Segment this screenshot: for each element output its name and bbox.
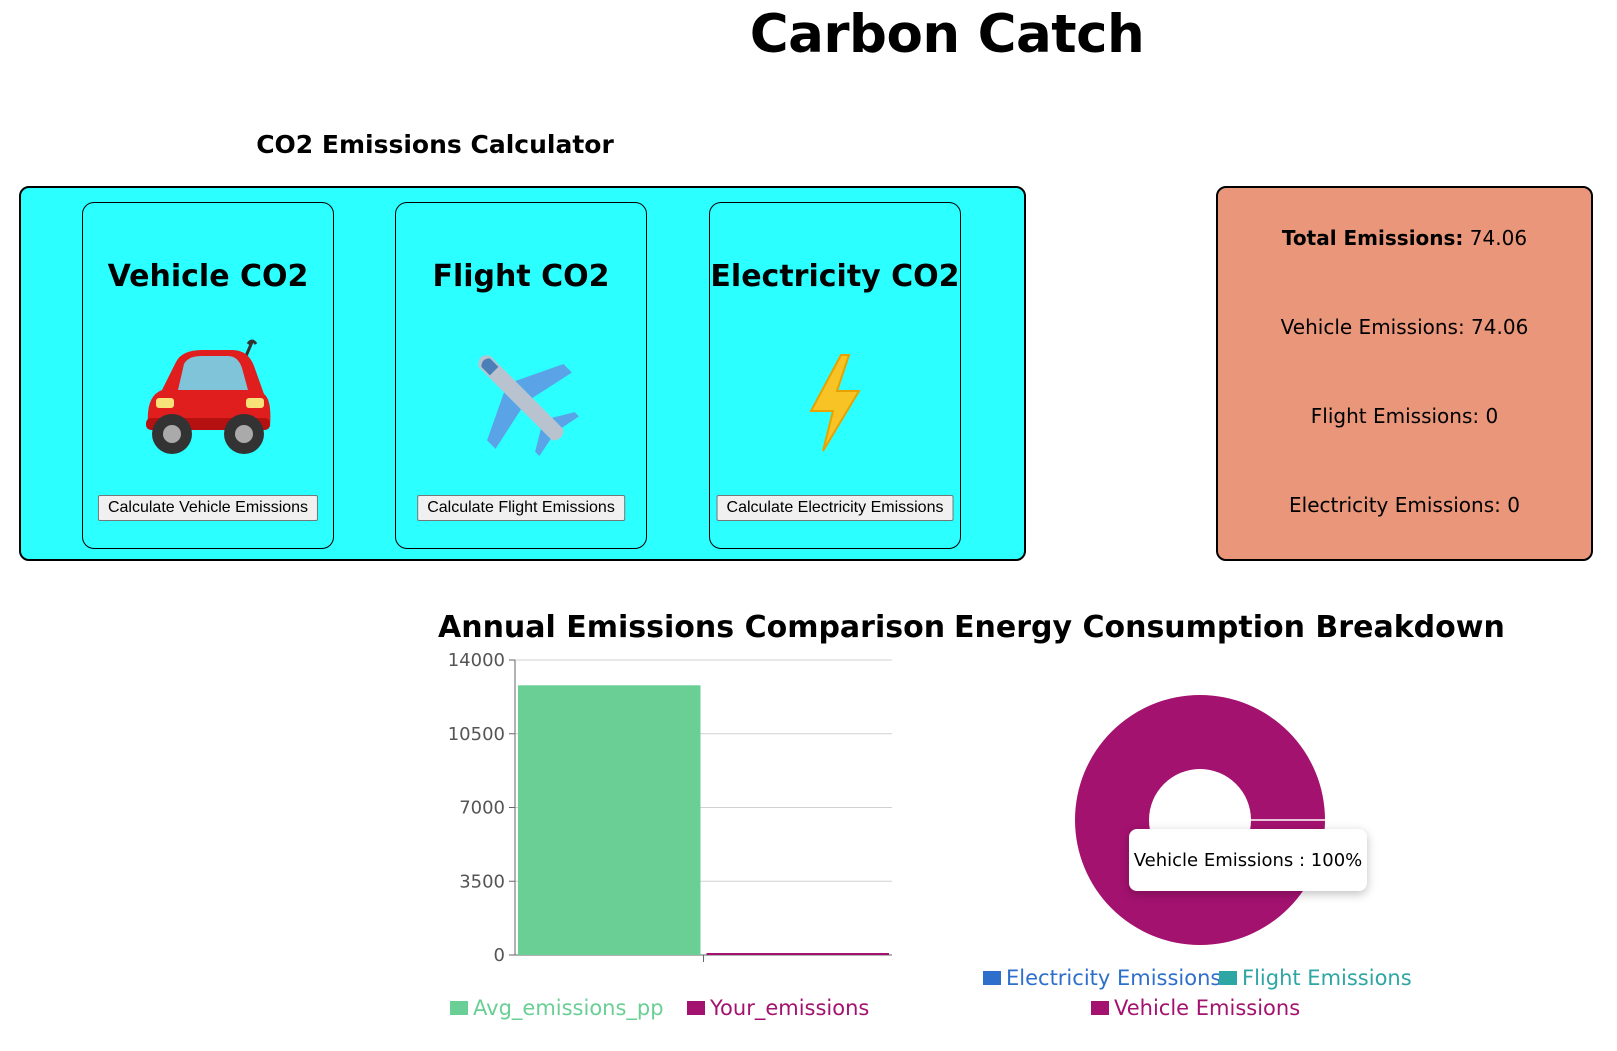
calculate-flight-button[interactable]: Calculate Flight Emissions: [417, 495, 625, 521]
calculator-heading: CO2 Emissions Calculator: [256, 130, 614, 159]
y-tick-label: 0: [494, 945, 505, 966]
electricity-card: Electricity CO2 Calculate Electricity Em…: [709, 202, 961, 549]
total-emissions: Total Emissions: 74.06: [1218, 226, 1591, 250]
legend-your-emissions[interactable]: Your_emissions: [687, 996, 869, 1020]
bar-chart: 0 3500 7000 10500 14000: [448, 650, 892, 966]
y-tick-label: 3500: [459, 871, 505, 892]
legend-vehicle-emissions[interactable]: Vehicle Emissions: [1091, 996, 1300, 1020]
electricity-card-title: Electricity CO2: [710, 259, 960, 294]
legend-swatch-flight: [1219, 971, 1237, 985]
pie-chart: [1075, 695, 1325, 945]
y-tick-label: 7000: [459, 798, 505, 819]
total-emissions-value: 74.06: [1469, 226, 1528, 250]
electricity-emissions: Electricity Emissions: 0: [1289, 493, 1520, 517]
calculate-electricity-button[interactable]: Calculate Electricity Emissions: [716, 495, 954, 521]
calculator-panel: Vehicle CO2 Calculate Vehicle Emissions …: [19, 186, 1026, 561]
total-emissions-label: Total Emissions:: [1281, 226, 1464, 250]
vehicle-emissions: Vehicle Emissions: 74.06: [1280, 315, 1529, 339]
bar-avg_emissions_pp[interactable]: [518, 685, 701, 955]
legend-label-vehicle: Vehicle Emissions: [1114, 996, 1301, 1020]
pie-tooltip: Vehicle Emissions : 100%: [1129, 829, 1367, 891]
legend-label-electricity: Electricity Emissions: [1006, 966, 1222, 990]
flight-emissions: Flight Emissions: 0: [1310, 404, 1499, 428]
legend-electricity-emissions[interactable]: Electricity Emissions: [983, 966, 1221, 990]
lightning-icon: [805, 353, 865, 457]
legend-flight-emissions[interactable]: Flight Emissions: [1219, 966, 1412, 990]
app-title: Carbon Catch: [749, 4, 1145, 65]
calculate-vehicle-button[interactable]: Calculate Vehicle Emissions: [97, 495, 319, 521]
vehicle-card: Vehicle CO2 Calculate Vehicle Emissions: [82, 202, 334, 549]
legend-swatch-yours: [687, 1001, 705, 1015]
car-icon: [142, 338, 274, 464]
y-tick-label: 14000: [448, 650, 505, 671]
bar-chart-title: Annual Emissions Comparison: [438, 610, 946, 645]
flight-card: Flight CO2 Calculate Flight Emissions: [395, 202, 647, 549]
legend-avg-emissions[interactable]: Avg_emissions_pp: [450, 996, 664, 1020]
emissions-summary-panel: Total Emissions: 74.06 Vehicle Emissions…: [1216, 186, 1593, 561]
legend-label-yours: Your_emissions: [710, 996, 870, 1020]
flight-card-title: Flight CO2: [432, 259, 610, 294]
legend-label-avg: Avg_emissions_pp: [473, 996, 664, 1020]
bar-your_emissions[interactable]: [706, 953, 890, 955]
legend-swatch-vehicle: [1091, 1001, 1109, 1015]
pie-chart-title: Energy Consumption Breakdown: [954, 610, 1505, 645]
airplane-icon: [461, 338, 581, 462]
legend-label-flight: Flight Emissions: [1242, 966, 1412, 990]
legend-swatch-electricity: [983, 971, 1001, 985]
y-tick-label: 10500: [448, 724, 505, 745]
vehicle-card-title: Vehicle CO2: [107, 259, 309, 294]
legend-swatch-avg: [450, 1001, 468, 1015]
